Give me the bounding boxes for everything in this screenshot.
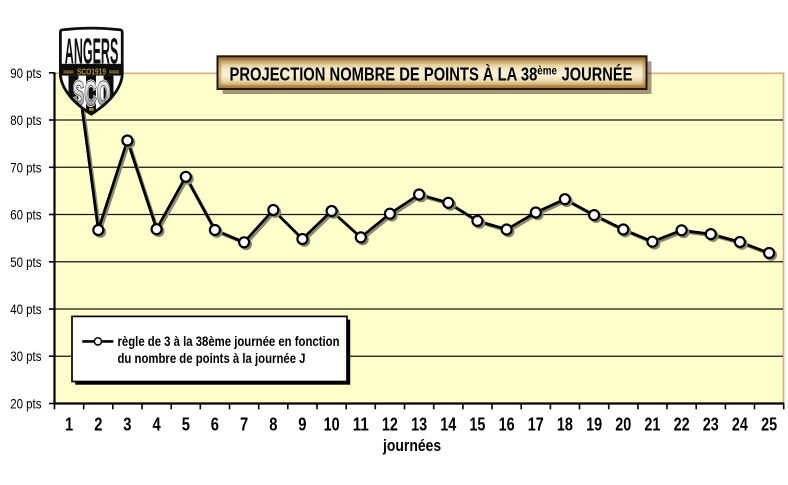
- svg-text:journées: journées: [382, 436, 441, 455]
- svg-text:ème: ème: [537, 65, 557, 77]
- svg-text:JOURNÉE: JOURNÉE: [558, 63, 633, 84]
- svg-text:12: 12: [382, 415, 398, 435]
- svg-text:40 pts: 40 pts: [10, 301, 41, 317]
- svg-text:PROJECTION NOMBRE DE POINTS À: PROJECTION NOMBRE DE POINTS À LA 38: [230, 63, 538, 84]
- svg-text:3: 3: [123, 415, 131, 435]
- svg-text:25: 25: [761, 415, 777, 435]
- svg-text:80 pts: 80 pts: [10, 112, 41, 128]
- svg-text:1: 1: [65, 415, 73, 435]
- svg-text:17: 17: [528, 415, 544, 435]
- svg-text:30 pts: 30 pts: [10, 348, 41, 364]
- svg-text:10: 10: [324, 415, 340, 435]
- svg-text:13: 13: [411, 415, 427, 435]
- svg-text:20 pts: 20 pts: [10, 396, 41, 412]
- svg-text:règle de 3 à la 38ème journée: règle de 3 à la 38ème journée en fonctio…: [118, 333, 340, 349]
- svg-text:70 pts: 70 pts: [10, 159, 41, 175]
- svg-text:11: 11: [353, 415, 369, 435]
- svg-text:16: 16: [499, 415, 515, 435]
- svg-text:du nombre de points à la journ: du nombre de points à la journée J: [118, 350, 306, 366]
- svg-text:20: 20: [615, 415, 631, 435]
- svg-text:7: 7: [240, 415, 248, 435]
- svg-text:5: 5: [182, 415, 190, 435]
- svg-text:15: 15: [469, 415, 485, 435]
- svg-text:24: 24: [732, 415, 748, 435]
- svg-text:SCO1919: SCO1919: [77, 66, 106, 76]
- svg-text:60 pts: 60 pts: [10, 207, 41, 223]
- svg-text:8: 8: [269, 415, 277, 435]
- svg-text:9: 9: [298, 415, 306, 435]
- svg-text:50 pts: 50 pts: [10, 254, 41, 270]
- svg-text:23: 23: [703, 415, 719, 435]
- svg-text:ANGERS: ANGERS: [65, 31, 119, 72]
- svg-text:22: 22: [674, 415, 690, 435]
- svg-text:2: 2: [94, 415, 102, 435]
- svg-text:4: 4: [153, 415, 161, 435]
- svg-text:19: 19: [586, 415, 602, 435]
- svg-text:90 pts: 90 pts: [10, 65, 41, 81]
- svg-text:14: 14: [440, 415, 456, 435]
- svg-text:6: 6: [211, 415, 219, 435]
- svg-text:21: 21: [644, 415, 660, 435]
- svg-text:18: 18: [557, 415, 573, 435]
